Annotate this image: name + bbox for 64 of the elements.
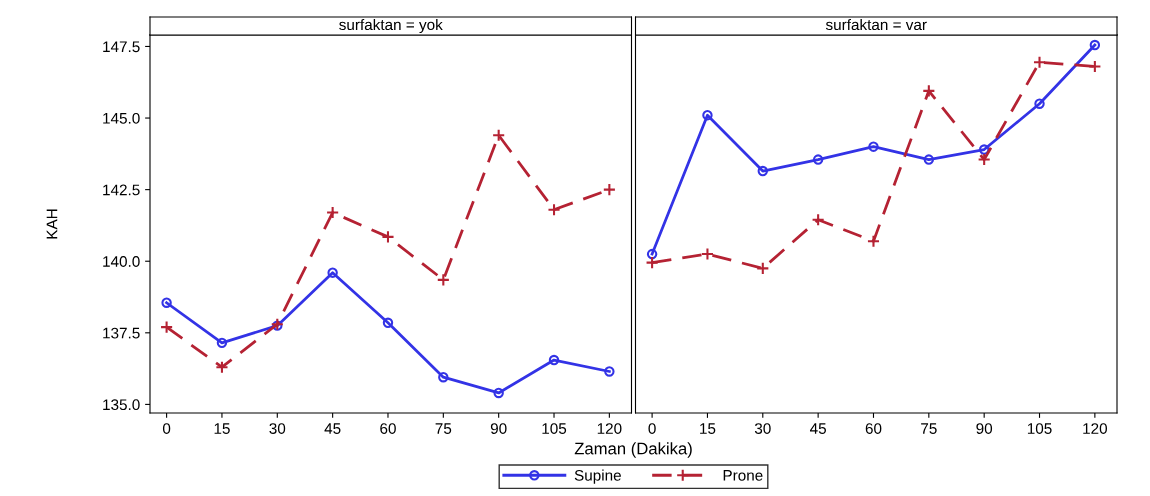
- point: [548, 354, 560, 366]
- x-tick-label: 0: [162, 423, 171, 434]
- x-tick-label: 60: [380, 423, 396, 434]
- x-tick-label: 90: [490, 423, 507, 434]
- y-tick-label: 135.0: [103, 399, 140, 411]
- point: [1089, 39, 1101, 51]
- x-tick-label: 15: [700, 423, 716, 434]
- x-tick-label: 0: [648, 423, 656, 434]
- x-tick-label: 105: [1027, 423, 1052, 434]
- x-tick-label: 75: [921, 423, 937, 434]
- point: [216, 337, 228, 349]
- x-tick-label: 90: [976, 423, 993, 434]
- legend-label: Supine: [574, 469, 621, 484]
- point: [382, 317, 394, 328]
- point: [757, 165, 768, 177]
- point: [923, 154, 935, 165]
- point: [868, 141, 879, 152]
- point: [436, 273, 450, 287]
- point: [1032, 55, 1047, 69]
- x-tick-label: 75: [435, 423, 452, 434]
- x-tick-label: 60: [865, 423, 882, 434]
- x-tick-label: 45: [324, 423, 341, 434]
- point: [438, 372, 449, 383]
- x-tick-label: 30: [269, 423, 286, 434]
- point: [327, 267, 338, 278]
- point: [160, 320, 174, 334]
- y-axis-title: KAH: [46, 209, 58, 239]
- point: [493, 387, 504, 399]
- y-tick-label: 137.5: [103, 327, 140, 339]
- y-tick-label: 142.5: [103, 184, 140, 196]
- y-tick-label: 140.0: [103, 256, 140, 267]
- x-tick-label: 15: [214, 423, 230, 434]
- point: [812, 154, 824, 165]
- point: [492, 128, 506, 142]
- point: [604, 366, 615, 377]
- x-tick-label: 30: [754, 423, 771, 434]
- y-tick-label: 147.5: [103, 41, 140, 53]
- x-tick-label: 120: [597, 423, 622, 434]
- point: [702, 109, 713, 121]
- point: [602, 183, 616, 197]
- point: [326, 205, 340, 220]
- chart-title: surfaktan = yok: [339, 18, 443, 34]
- point: [977, 152, 991, 167]
- point: [1034, 98, 1045, 109]
- point: [381, 230, 395, 244]
- point: [215, 360, 229, 374]
- point: [811, 213, 825, 227]
- point: [645, 256, 659, 270]
- point: [700, 247, 715, 261]
- x-axis-title: Zaman (Dakika): [574, 442, 692, 458]
- point: [922, 84, 936, 98]
- point: [756, 261, 770, 275]
- x-tick-label: 120: [1083, 423, 1108, 434]
- point: [866, 234, 881, 248]
- y-tick-label: 145.0: [103, 112, 140, 124]
- point: [547, 203, 561, 217]
- chart-title: surfaktan = var: [825, 18, 927, 31]
- point: [161, 297, 172, 308]
- point: [1088, 59, 1102, 74]
- legend-label: Prone: [723, 470, 763, 481]
- point: [978, 144, 990, 155]
- x-tick-label: 105: [542, 423, 567, 434]
- point: [646, 248, 658, 260]
- x-tick-label: 45: [809, 423, 826, 434]
